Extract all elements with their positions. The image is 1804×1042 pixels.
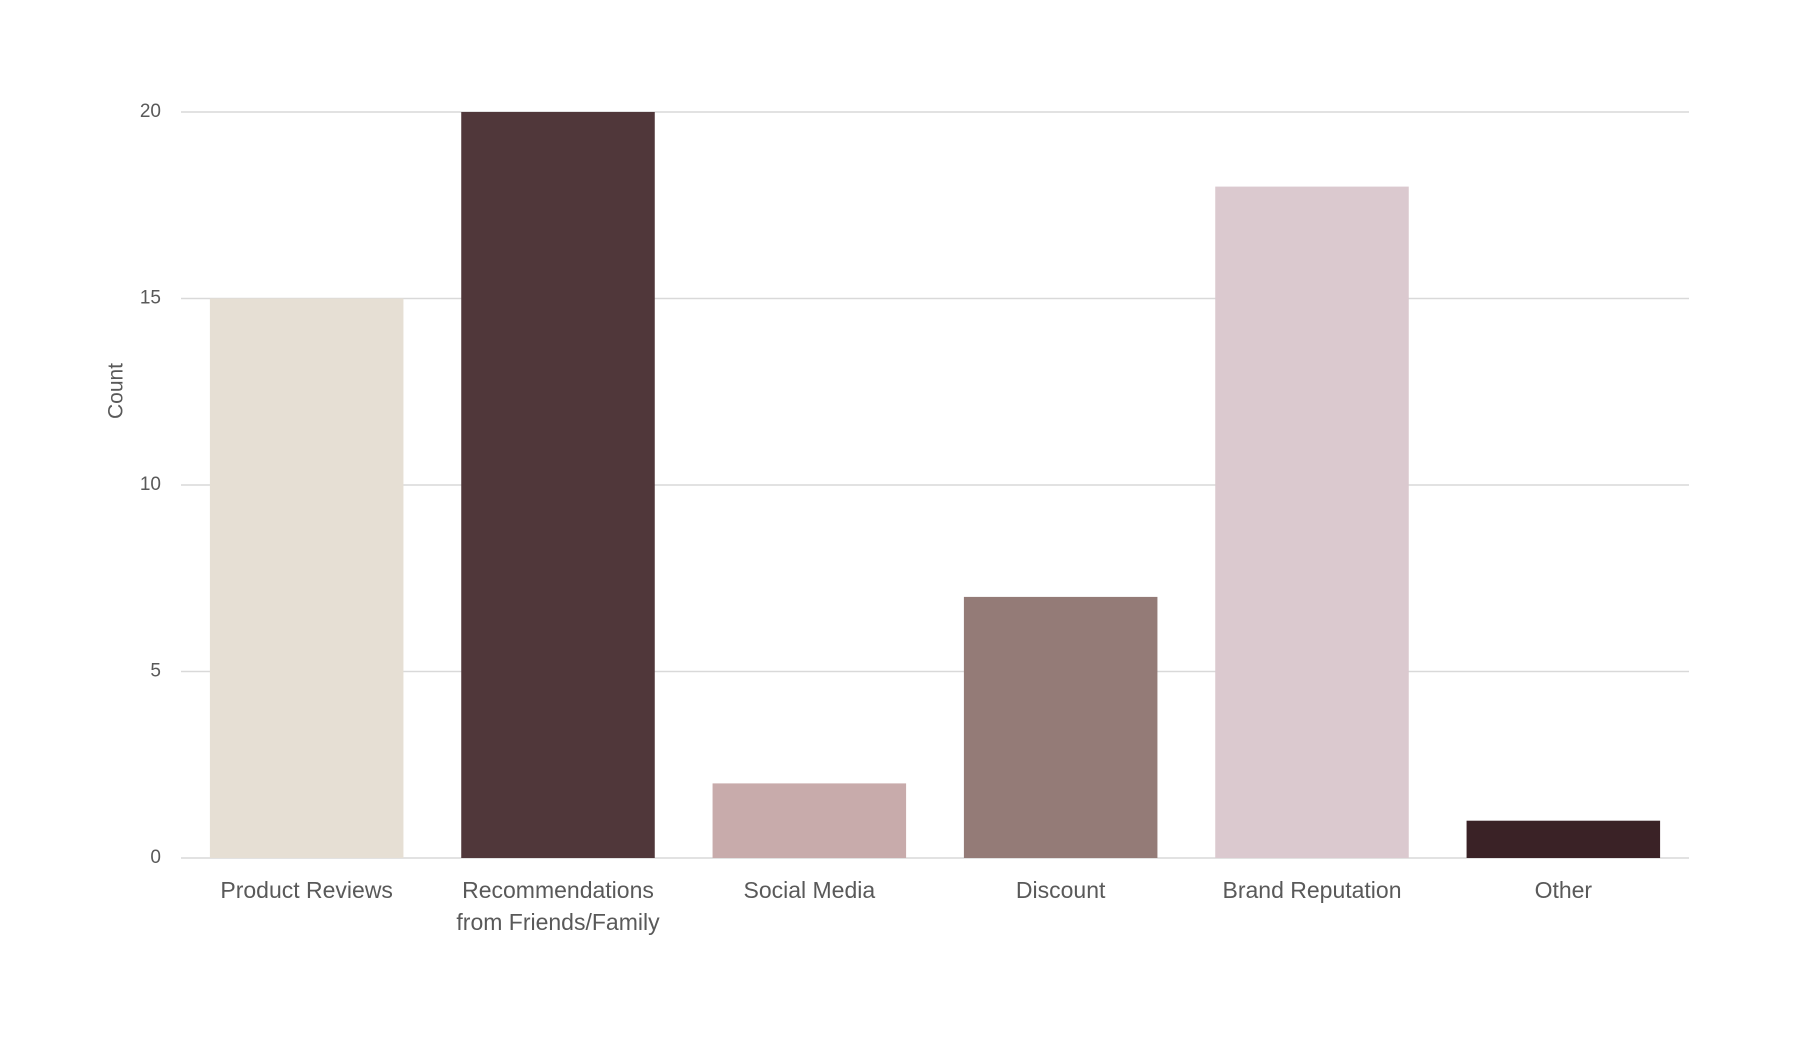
y-tick-label: 20: [140, 101, 161, 122]
y-tick-label: 15: [140, 288, 161, 309]
bar: [209, 298, 404, 858]
y-tick-label: 5: [150, 661, 161, 682]
y-tick-label: 0: [150, 847, 161, 868]
y-axis-label: Count: [105, 363, 128, 419]
x-tick-label: Brand Reputation: [1222, 877, 1402, 903]
bar: [461, 112, 655, 858]
x-tick-label: Recommendations from Friends/Family: [456, 877, 660, 935]
y-tick-label: 10: [140, 474, 161, 495]
x-tick-label: Product Reviews: [220, 877, 393, 903]
bar: [963, 596, 1158, 858]
bar: [1466, 820, 1661, 858]
x-tick-label: Discount: [1015, 877, 1106, 903]
bar: [712, 783, 907, 858]
x-tick-label: Other: [1534, 877, 1593, 903]
x-tick-label: Social Media: [743, 877, 876, 903]
bar: [1215, 186, 1409, 859]
